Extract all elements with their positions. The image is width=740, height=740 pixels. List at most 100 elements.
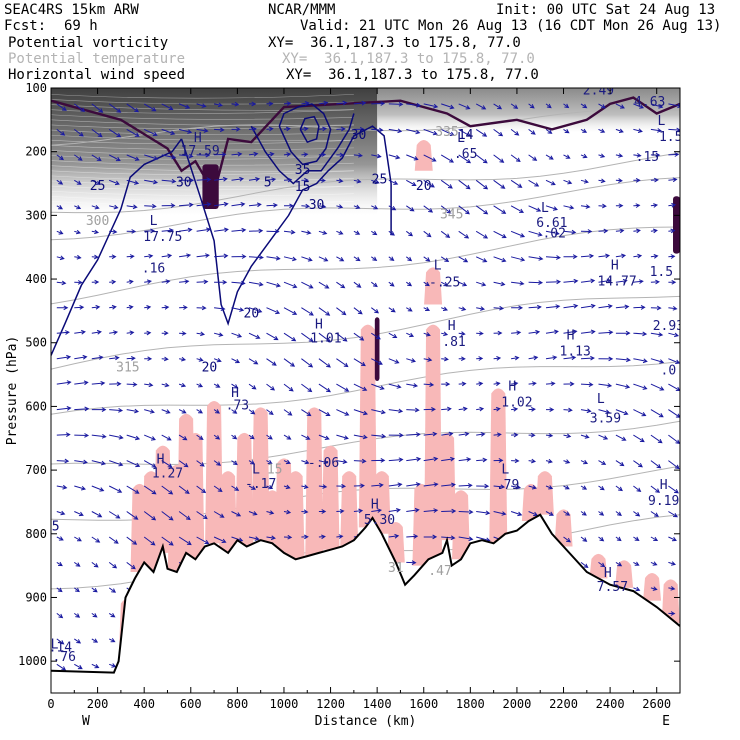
wind-vector xyxy=(126,561,136,570)
wind-vector xyxy=(336,126,346,132)
wind-vector xyxy=(196,511,208,520)
wind-vector xyxy=(74,536,82,542)
wind-vector xyxy=(196,253,210,258)
wind-vector xyxy=(266,383,276,391)
wind-vector xyxy=(144,356,153,362)
wind-vector xyxy=(353,434,368,440)
wind-vector xyxy=(423,256,431,262)
stratosphere-streak xyxy=(51,175,354,181)
pv-shaded-region xyxy=(153,445,172,553)
wind-vector xyxy=(598,536,605,542)
wind-vector xyxy=(301,177,309,183)
wind-vector xyxy=(353,508,364,514)
wind-vector xyxy=(144,330,152,336)
wind-vector xyxy=(615,330,631,336)
wind-vector xyxy=(353,332,365,341)
wind-vector xyxy=(493,128,504,137)
wind-vector xyxy=(266,484,274,490)
wind-vector xyxy=(423,205,434,213)
extremum-label: L xyxy=(252,462,260,477)
wind-vector xyxy=(371,230,378,236)
wind-vector xyxy=(388,307,396,313)
wind-vector xyxy=(283,332,297,342)
wind-vector xyxy=(476,306,486,311)
wind-vector xyxy=(510,230,526,238)
wind-vector xyxy=(580,229,593,234)
wind-vector xyxy=(318,126,328,132)
wind-vector xyxy=(318,484,328,489)
stratosphere-streak xyxy=(51,119,354,126)
wind-vector xyxy=(441,456,456,462)
pv-shaded-region xyxy=(286,471,305,560)
wind-vector xyxy=(161,279,171,284)
wind-vector xyxy=(650,177,659,183)
wind-vector xyxy=(56,406,72,411)
wind-vector xyxy=(318,178,326,183)
wind-vector xyxy=(545,128,553,134)
wind-vector xyxy=(214,227,229,233)
wind-vector xyxy=(633,279,644,284)
wind-vector xyxy=(353,383,368,391)
pv-shaded-region xyxy=(535,471,554,515)
wind-vector xyxy=(179,305,188,310)
wind-vector xyxy=(458,406,468,412)
wind-vector xyxy=(91,460,107,466)
pv-shaded-region xyxy=(589,553,608,579)
wind-vector xyxy=(563,103,570,109)
wind-vector xyxy=(143,103,157,112)
wind-vector xyxy=(406,102,422,108)
wind-vector xyxy=(511,280,525,286)
wind-vector xyxy=(563,381,575,387)
wind-vector xyxy=(56,536,64,541)
wind-vector xyxy=(633,203,641,208)
pv-shaded-region xyxy=(340,471,359,547)
wind-vector xyxy=(615,278,628,284)
wind-vector xyxy=(143,536,156,546)
wind-vector xyxy=(388,457,404,463)
wind-vector xyxy=(615,434,627,441)
wind-vector xyxy=(196,485,207,494)
wind-vector xyxy=(179,153,194,159)
wind-vector xyxy=(91,229,100,235)
wind-vector xyxy=(161,434,172,441)
wind-vector xyxy=(266,177,277,182)
wind-vector xyxy=(178,536,192,546)
wind-vector xyxy=(580,153,588,159)
wind-vector xyxy=(91,407,107,412)
wind-vector xyxy=(423,281,430,287)
wind-vector xyxy=(74,179,82,185)
y-tick-label: 300 xyxy=(25,208,47,222)
wind-vector xyxy=(650,103,664,109)
extremum-label: 9.19 xyxy=(648,494,679,509)
stratosphere-streak xyxy=(51,94,354,99)
wind-vector xyxy=(633,409,647,417)
wind-vector xyxy=(510,103,519,109)
wind-vector xyxy=(650,485,661,493)
extremum-label: .14 xyxy=(49,641,73,656)
wind-vector xyxy=(423,154,437,162)
x-tick-label: 2400 xyxy=(596,697,625,711)
x-tick-label: 2000 xyxy=(502,697,531,711)
wind-vector xyxy=(406,482,421,487)
wind-vector xyxy=(563,459,571,464)
wind-vector xyxy=(458,509,474,515)
wind-vector xyxy=(668,279,677,285)
y-tick-label: 500 xyxy=(25,336,47,350)
wind-vector xyxy=(371,433,387,439)
extremum-label: .81 xyxy=(442,335,465,350)
wind-vector xyxy=(214,102,223,108)
wind-vector xyxy=(528,128,536,135)
wind-vector xyxy=(126,382,138,387)
wind-vector xyxy=(161,511,174,521)
wind-vector xyxy=(161,536,174,546)
wind-vector xyxy=(318,307,331,316)
wind-vector xyxy=(511,330,522,336)
extremum-label: L xyxy=(434,259,442,274)
wind-vector xyxy=(406,407,420,413)
wind-vector xyxy=(668,460,680,470)
wind-vector xyxy=(144,203,157,209)
wind-vector xyxy=(231,460,238,466)
wind-vector xyxy=(353,230,361,235)
wind-vector xyxy=(301,101,310,106)
wind-vector xyxy=(388,432,404,438)
